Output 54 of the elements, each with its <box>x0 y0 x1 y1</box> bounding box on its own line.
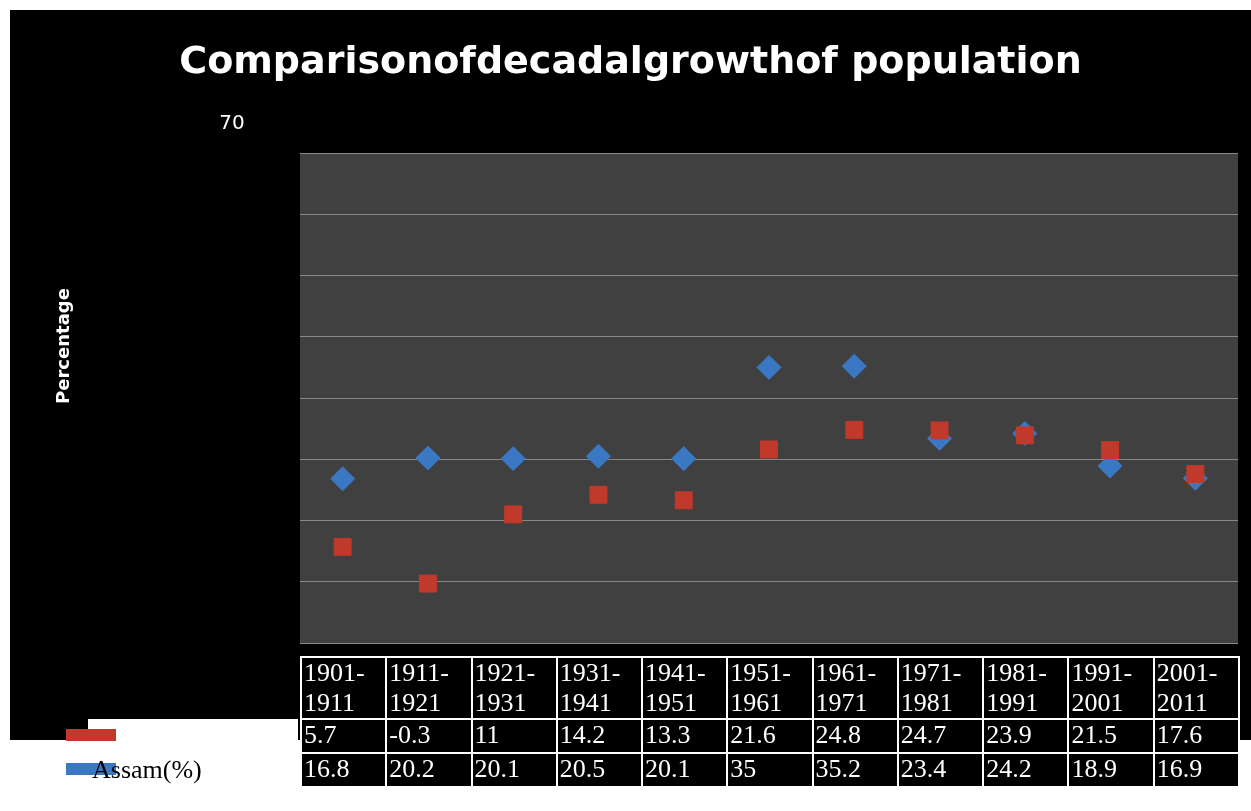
point <box>1101 441 1120 460</box>
x-tick-label: 1901-1911 <box>301 657 387 719</box>
data-label: 24.8 <box>812 719 898 753</box>
x-tick-label: 2001-2011 <box>1153 657 1239 719</box>
data-label: 21.6 <box>727 719 813 753</box>
point <box>500 446 526 472</box>
data-label: -0.3 <box>386 719 472 753</box>
text: Assam(%) <box>92 755 202 785</box>
point <box>330 466 356 492</box>
data-label: 11 <box>471 719 557 753</box>
point <box>585 443 611 469</box>
point <box>415 445 441 471</box>
x-tick-label: 1971-1981 <box>897 657 984 719</box>
chart-title: Comparisonofdecadalgrowthof population <box>178 38 1083 82</box>
point <box>841 353 867 379</box>
data-label: 20.5 <box>556 753 643 787</box>
data-label: 14.2 <box>556 719 643 753</box>
text: Percentage <box>51 288 73 404</box>
data-label: 23.9 <box>983 719 1069 753</box>
point <box>671 446 697 472</box>
x-tick-label: 1951-1961 <box>727 657 813 719</box>
point <box>760 440 778 459</box>
data-label: 23.4 <box>897 753 984 787</box>
data-label: 20.1 <box>471 753 557 787</box>
x-tick-label: 1981-1991 <box>983 657 1069 719</box>
data-label: 24.7 <box>897 719 984 753</box>
point <box>930 421 949 440</box>
point <box>845 420 864 439</box>
data-label: 21.5 <box>1068 719 1154 753</box>
point <box>504 505 523 524</box>
point <box>333 537 352 556</box>
point <box>756 354 782 380</box>
x-tick-label: 1941-1951 <box>642 657 728 719</box>
x-tick-label: 1931-1941 <box>556 657 643 719</box>
data-label: 20.1 <box>642 753 728 787</box>
data-label: 5.7 <box>301 719 387 753</box>
data-label: 16.8 <box>301 753 387 787</box>
point <box>418 574 437 593</box>
x-tick-label: 1991-2001 <box>1068 657 1154 719</box>
data-label: 35 <box>727 753 813 787</box>
point <box>589 485 608 504</box>
data-label: 24.2 <box>983 753 1069 787</box>
x-tick-label: 1911-1921 <box>386 657 472 719</box>
data-label: 13.3 <box>642 719 728 753</box>
text: 70 <box>219 110 245 135</box>
point <box>1186 464 1205 483</box>
data-label: 20.2 <box>386 753 472 787</box>
data-label: 18.9 <box>1068 753 1154 787</box>
data-label: 35.2 <box>812 753 898 787</box>
data-label: 17.6 <box>1153 719 1239 753</box>
x-tick-label: 1921-1931 <box>471 657 557 719</box>
x-tick-label: 1961-1971 <box>812 657 898 719</box>
point <box>674 491 693 510</box>
data-label: 16.9 <box>1153 753 1239 787</box>
